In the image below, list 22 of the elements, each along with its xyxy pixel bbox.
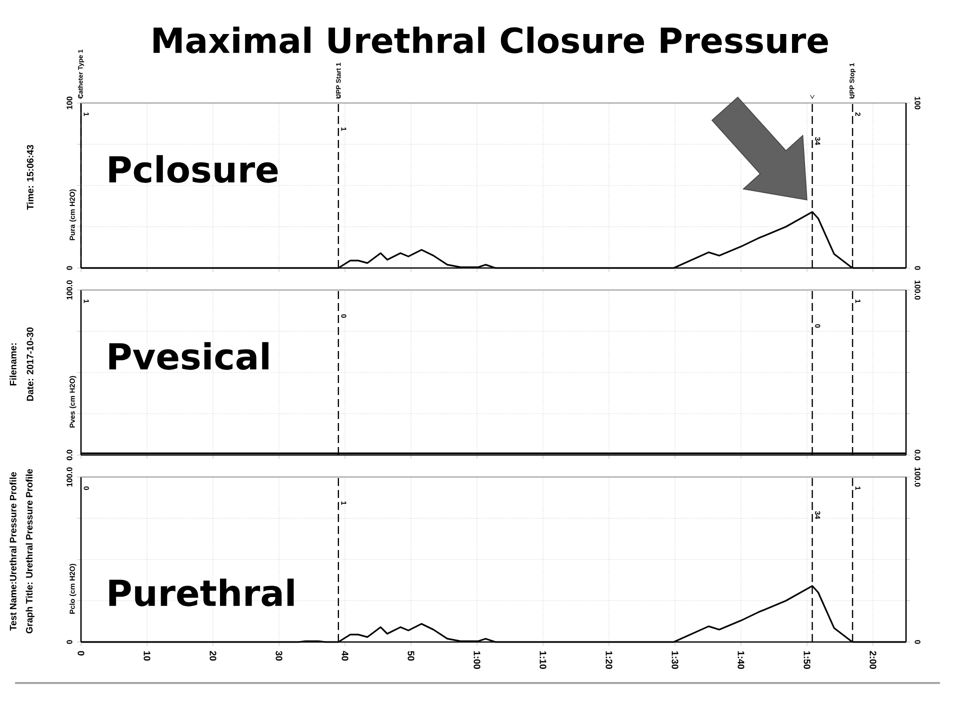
text: Date: 2017-10-30 (26, 328, 34, 401)
x-tick-label: 2:00 (870, 651, 876, 669)
x-tick-label: 1:20 (606, 651, 612, 669)
x-tick-label: 1:40 (738, 651, 744, 669)
x-tick-label: 40 (342, 650, 348, 661)
annotation: Pvesical (109, 342, 268, 370)
x-tick-label: 30 (276, 650, 282, 661)
text: Graph Title: Urethral Pressure Profile (26, 469, 34, 634)
x-tick-label: 1:00 (474, 651, 480, 669)
text: Test Name:Urethral Pressure Profile (10, 472, 16, 631)
x-tick-label: 10 (144, 651, 150, 661)
chart-title: Maximal Urethral Closure Pressure (154, 26, 828, 54)
x-tick-label: 50 (408, 650, 414, 661)
annotation: Purethral (109, 578, 294, 606)
x-tick-label: 1:50 (804, 651, 810, 669)
x-tick-label: 1:30 (672, 651, 678, 669)
x-tick-label: 20 (210, 651, 216, 661)
x-tick-label: 1:10 (540, 651, 546, 669)
annotation: Pclosure (109, 155, 278, 183)
text: Filename: (10, 343, 16, 386)
x-tick-label: 0 (78, 651, 84, 656)
text: Time: 15:06:43 (26, 144, 34, 210)
